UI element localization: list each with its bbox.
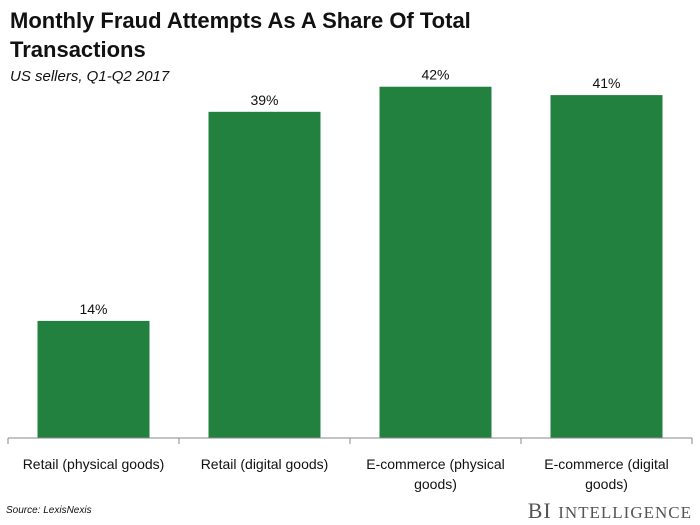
data-label: 42% (421, 67, 449, 83)
brand-prefix: BI (527, 498, 552, 523)
brand-name: INTELLIGENCE (558, 503, 692, 522)
x-tick-label: E-commerce (physical goods) (366, 456, 504, 492)
bar (208, 111, 321, 439)
x-tick-label: Retail (physical goods) (23, 456, 165, 472)
source-note: Source: LexisNexis (6, 505, 92, 516)
bi-intelligence-logo: BI INTELLIGENCE (528, 498, 692, 524)
data-label: 41% (592, 75, 620, 91)
bar (550, 95, 663, 438)
chart-title: Monthly Fraud Attempts As A Share Of Tot… (10, 8, 471, 62)
x-tick-label: Retail (digital goods) (201, 456, 329, 472)
data-label: 14% (79, 301, 107, 317)
bar (37, 320, 150, 438)
chart-subtitle: US sellers, Q1-Q2 2017 (10, 68, 170, 85)
bar (379, 86, 492, 439)
x-tick-label: E-commerce (digital goods) (544, 456, 668, 492)
data-label: 39% (250, 92, 278, 108)
